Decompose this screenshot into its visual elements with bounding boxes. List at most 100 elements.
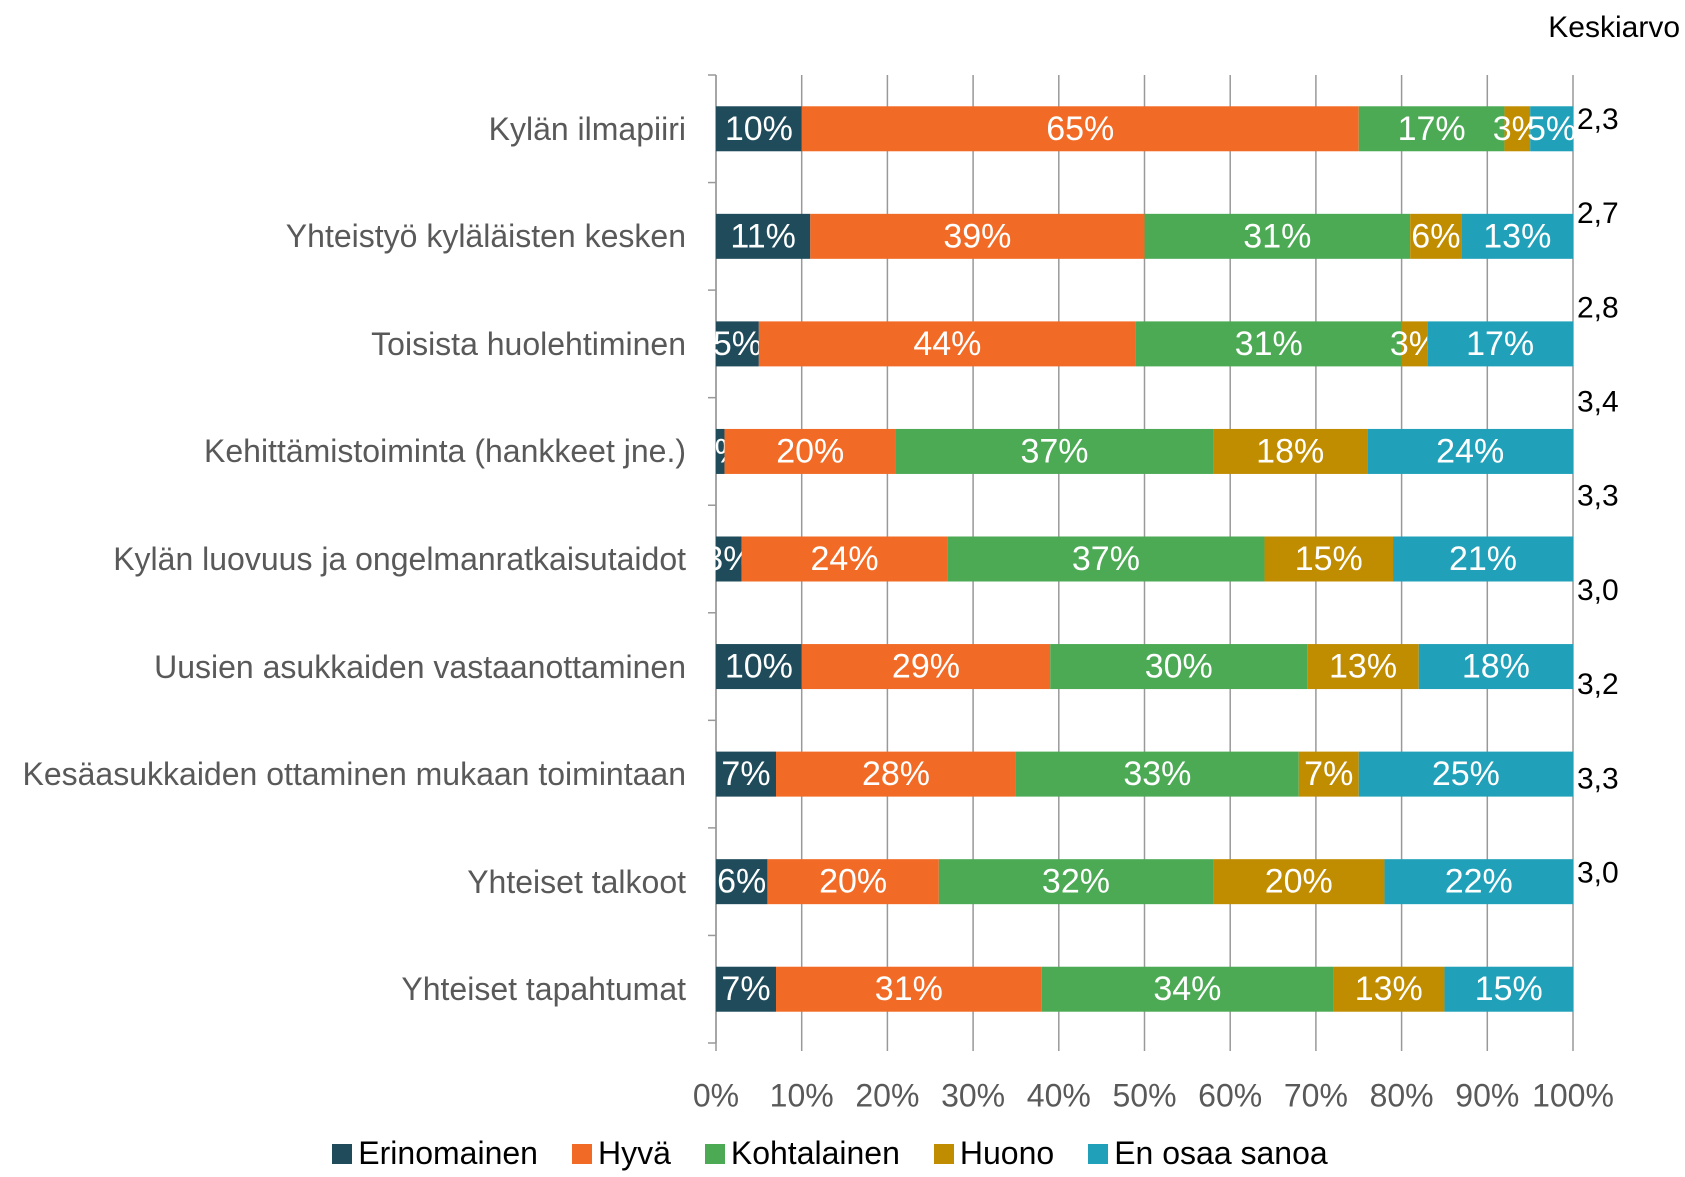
bar-segment: [947, 536, 1265, 582]
category-label: Kylän ilmapiiri: [10, 75, 686, 183]
legend-entry: En osaa sanoa: [1088, 1135, 1328, 1172]
data-label: 13%: [1355, 970, 1423, 1008]
data-label: 18%: [1462, 648, 1530, 686]
bar-segment: [758, 321, 1136, 367]
data-label: 7%: [721, 970, 770, 1008]
category-text: Kesäasukkaiden ottaminen mukaan toiminta…: [22, 756, 686, 793]
data-label: 7%: [721, 755, 770, 793]
legend-label: Huono: [959, 1135, 1055, 1171]
data-label: 6%: [1411, 217, 1460, 255]
data-label: 5%: [1527, 110, 1576, 148]
data-label: 25%: [1432, 755, 1500, 793]
bar-segment: [1418, 644, 1573, 690]
average-label: 3,3: [1577, 762, 1619, 795]
legend-label: En osaa sanoa: [1114, 1135, 1328, 1171]
bar-segment: [741, 536, 948, 582]
category-text: Kylän luovuus ja ongelmanratkaisutaidot: [113, 540, 686, 577]
bar-segment: [1504, 106, 1531, 152]
data-label: 39%: [943, 217, 1011, 255]
data-label: 21%: [1449, 540, 1517, 578]
bar-segment: [767, 859, 939, 905]
x-tick-label: 50%: [1112, 1077, 1176, 1113]
category-label: Kesäasukkaiden ottaminen mukaan toiminta…: [10, 720, 686, 828]
bar-segment: [1041, 966, 1334, 1012]
bar-segment: [1213, 428, 1368, 474]
data-label: 5%: [713, 325, 762, 363]
category-label: Yhteiset talkoot: [10, 828, 686, 936]
bar-segment: [1393, 536, 1573, 582]
legend-label: Erinomainen: [358, 1135, 538, 1171]
data-label: 34%: [1153, 970, 1221, 1008]
data-label: 22%: [1445, 863, 1513, 901]
legend-entry: Kohtalainen: [704, 1135, 900, 1172]
data-label: 33%: [1123, 755, 1191, 793]
bar-segment: [716, 966, 776, 1012]
data-label: 31%: [875, 970, 943, 1008]
category-text: Kehittämistoiminta (hankkeet jne.): [204, 433, 686, 470]
average-label: 3,3: [1577, 480, 1619, 513]
x-tick-label: 100%: [1532, 1077, 1614, 1113]
bar-segment: [1135, 321, 1402, 367]
legend-entry: Hyvä: [571, 1135, 671, 1172]
averages-title: Keskiarvo: [1548, 11, 1680, 44]
legend: Erinomainen Hyvä Kohtalainen Huono En osaa s…: [230, 1135, 1430, 1172]
bar-segment: [1358, 106, 1505, 152]
data-label: 29%: [892, 648, 960, 686]
bar-segment: [1307, 644, 1419, 690]
bar-segment: [1298, 751, 1359, 797]
x-tick-label: 10%: [770, 1077, 834, 1113]
bar-segment: [716, 644, 802, 690]
category-label: Uusien asukkaiden vastaanottaminen: [10, 613, 686, 721]
x-tick-label: 60%: [1198, 1077, 1262, 1113]
average-label: 3,4: [1577, 386, 1619, 419]
category-text: Yhteistyö kyläläisten kesken: [285, 218, 686, 255]
data-label: 13%: [1329, 648, 1397, 686]
category-text: Yhteiset talkoot: [467, 863, 686, 900]
bar-segment: [716, 321, 759, 367]
average-label: 3,2: [1577, 668, 1619, 701]
data-label: 32%: [1042, 863, 1110, 901]
bar-segment: [1358, 751, 1573, 797]
bar-segment: [1384, 859, 1573, 905]
data-label: 13%: [1483, 217, 1551, 255]
average-label: 2,3: [1577, 103, 1619, 136]
bar-segment: [1444, 966, 1573, 1012]
category-text: Yhteiset tapahtumat: [401, 971, 686, 1008]
average-label: 2,8: [1577, 291, 1619, 324]
bar-segment: [938, 859, 1214, 905]
data-label: 7%: [1304, 755, 1353, 793]
bar-segment: [801, 644, 1051, 690]
bar-segment: [1050, 644, 1308, 690]
average-label: 3,0: [1577, 574, 1619, 607]
bar-segment: [1015, 751, 1299, 797]
category-text: Uusien asukkaiden vastaanottaminen: [154, 648, 686, 685]
bar-segment: [810, 213, 1145, 259]
data-label: 11%: [730, 217, 796, 255]
bar-segment: [895, 428, 1214, 474]
bar-segment: [716, 751, 776, 797]
bar-segment: [716, 536, 742, 582]
category-label: Yhteiset tapahtumat: [10, 935, 686, 1043]
average-label: 3,0: [1577, 857, 1619, 890]
data-label: 31%: [1243, 217, 1311, 255]
x-tick-label: 90%: [1455, 1077, 1519, 1113]
bar-segment: [716, 106, 802, 152]
data-label: 44%: [913, 325, 981, 363]
bar-segment: [1333, 966, 1445, 1012]
data-label: 17%: [1398, 110, 1466, 148]
bar-segment: [716, 859, 768, 905]
bar-segment: [1367, 428, 1573, 474]
bar-segment: [1213, 859, 1385, 905]
category-label: Kehittämistoiminta (hankkeet jne.): [10, 398, 686, 506]
category-text: Toisista huolehtiminen: [371, 325, 686, 362]
bar-segment: [1264, 536, 1394, 582]
legend-label: Kohtalainen: [730, 1135, 900, 1171]
data-label: 31%: [1235, 325, 1303, 363]
bar-segment: [716, 213, 811, 259]
data-label: 17%: [1466, 325, 1534, 363]
data-label: 15%: [1475, 970, 1543, 1008]
data-label: 37%: [1020, 432, 1088, 470]
data-label: 37%: [1072, 540, 1140, 578]
